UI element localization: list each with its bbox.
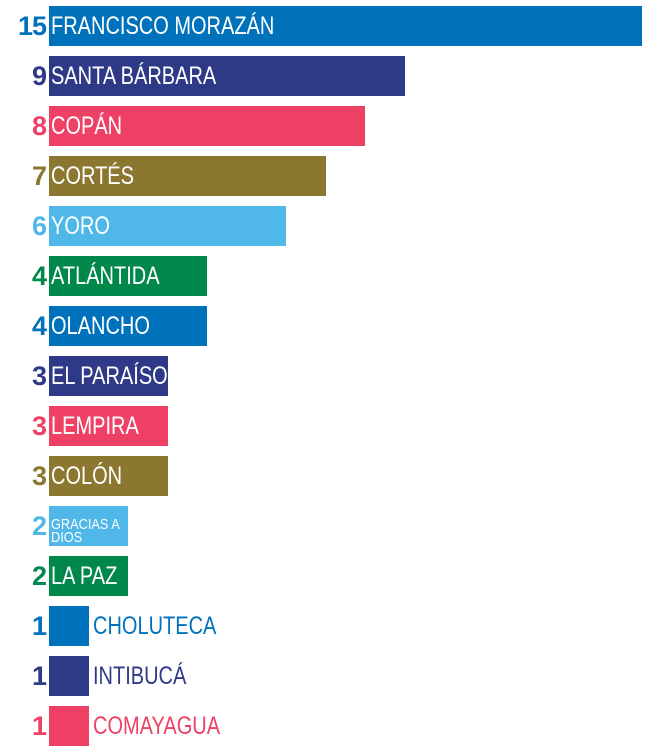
category-label: CHOLUTECA — [92, 612, 216, 640]
category-label: ATLÁNTIDA — [51, 262, 160, 290]
value-label: 4 — [31, 261, 47, 291]
value-label: 15 — [17, 11, 47, 41]
bar — [49, 456, 168, 496]
category-label: COMAYAGUA — [92, 712, 220, 740]
bar — [49, 156, 326, 196]
value-label: 2 — [31, 561, 47, 591]
bar — [49, 6, 642, 46]
category-label: GRACIAS A DIOS — [51, 516, 120, 546]
category-label: FRANCISCO MORAZÁN — [51, 12, 275, 40]
value-label: 4 — [31, 311, 47, 341]
value-label: 8 — [31, 111, 47, 141]
bar — [49, 106, 365, 146]
value-label: 3 — [31, 461, 47, 491]
value-label: 2 — [31, 511, 47, 541]
category-label: CORTÉS — [51, 162, 134, 190]
bar — [49, 206, 286, 246]
category-label: LEMPIRA — [51, 412, 139, 440]
value-label: 1 — [31, 611, 47, 641]
value-label: 9 — [31, 61, 47, 91]
value-label: 7 — [31, 161, 47, 191]
value-label: 1 — [31, 661, 47, 691]
category-label: SANTA BÁRBARA — [51, 62, 217, 90]
value-label: 3 — [31, 361, 47, 391]
value-label: 6 — [31, 211, 47, 241]
bar — [49, 706, 89, 746]
bar — [49, 306, 207, 346]
bar — [49, 506, 128, 546]
bar — [49, 556, 128, 596]
category-label: YORO — [51, 212, 110, 240]
category-label: COLÓN — [51, 462, 123, 490]
bar — [49, 356, 168, 396]
category-label: COPÁN — [51, 112, 123, 140]
category-label: OLANCHO — [51, 312, 150, 340]
category-label: INTIBUCÁ — [92, 662, 186, 690]
bar — [49, 56, 405, 96]
value-label: 1 — [31, 711, 47, 741]
bar — [49, 656, 89, 696]
value-label: 3 — [31, 411, 47, 441]
bar — [49, 256, 207, 296]
bar — [49, 606, 89, 646]
category-label: LA PAZ — [51, 562, 118, 590]
category-label: EL PARAÍSO — [51, 362, 168, 390]
bar — [49, 406, 168, 446]
